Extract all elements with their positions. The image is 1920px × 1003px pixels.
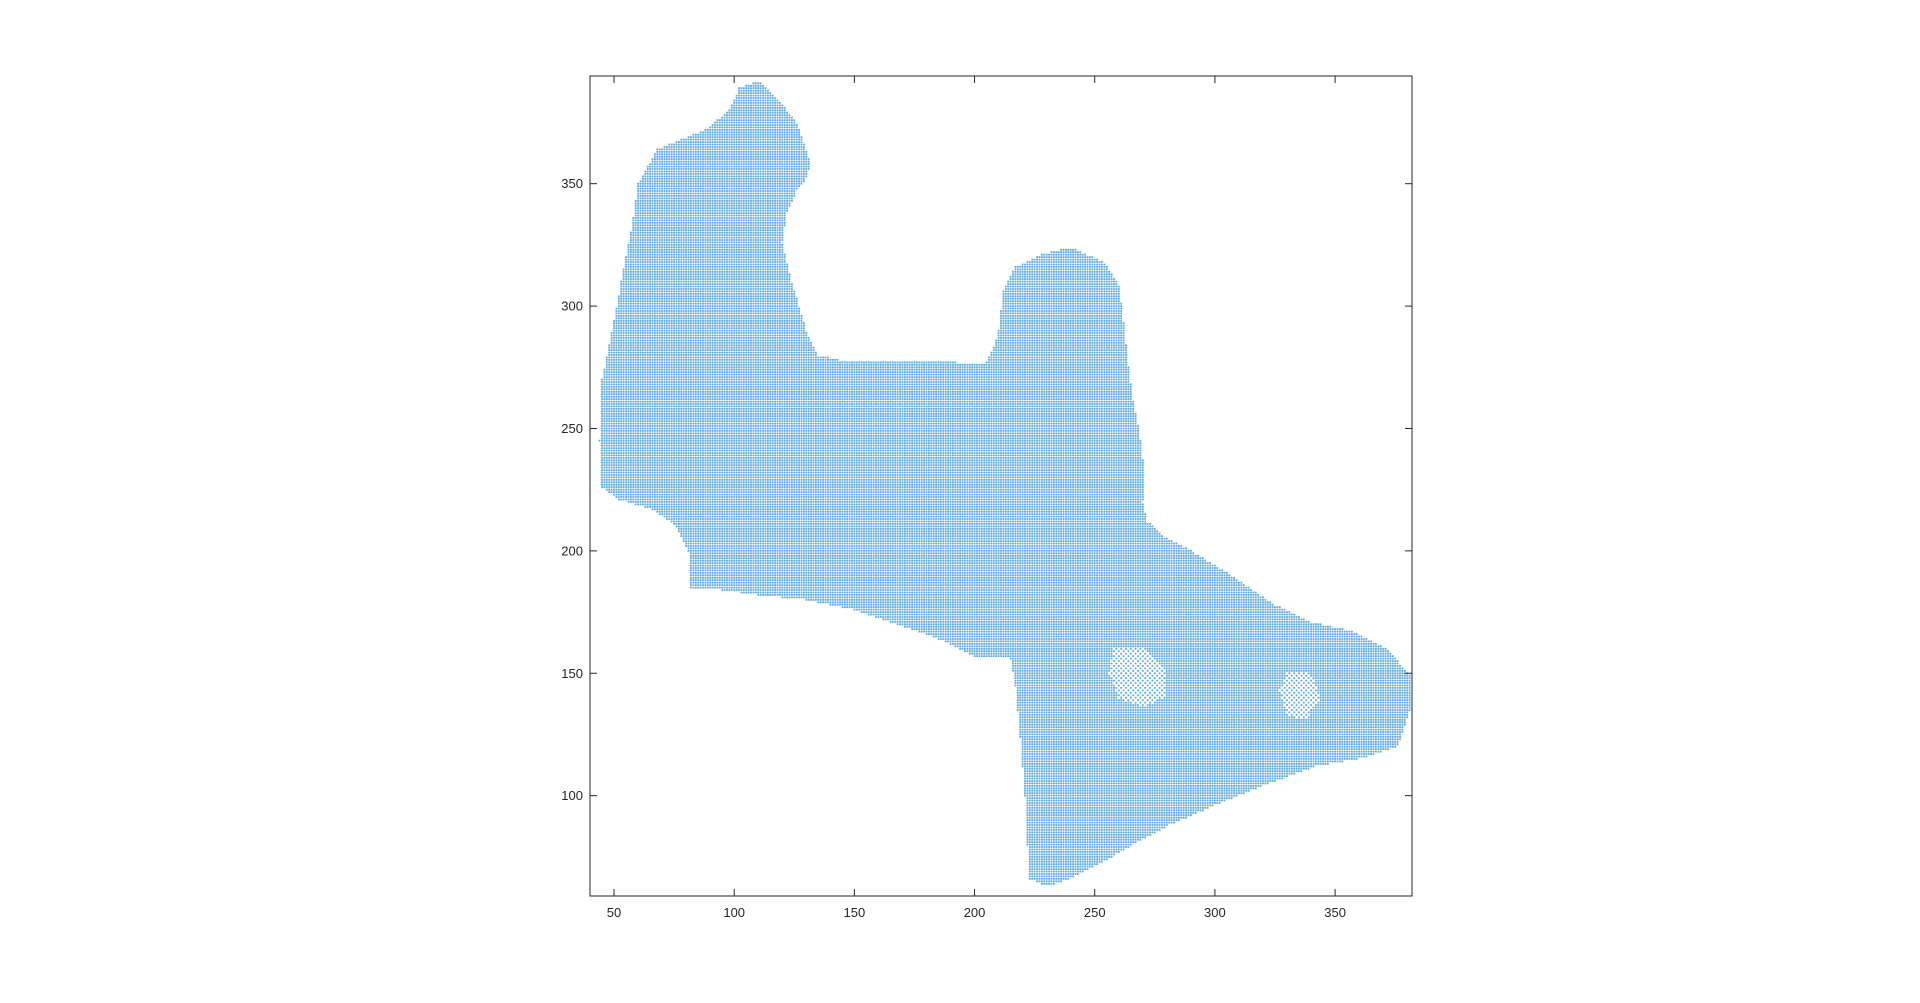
x-tick-label: 150: [844, 905, 866, 920]
x-tick-label: 200: [964, 905, 986, 920]
x-tick-label: 100: [723, 905, 745, 920]
y-tick-label: 350: [561, 176, 583, 191]
x-tick-label: 250: [1084, 905, 1106, 920]
y-tick-label: 100: [561, 788, 583, 803]
y-tick-label: 200: [561, 543, 583, 558]
x-tick-label: 50: [607, 905, 621, 920]
plot-box: [589, 75, 1413, 897]
axes: 50 100 150 200 250 300 350 100 150 200 250 300 350: [561, 75, 1413, 920]
y-tick-label: 250: [561, 421, 583, 436]
y-tick-label: 150: [561, 666, 583, 681]
x-tick-label: 350: [1324, 905, 1346, 920]
y-tick-label: 300: [561, 299, 583, 314]
x-tick-label: 300: [1204, 905, 1226, 920]
